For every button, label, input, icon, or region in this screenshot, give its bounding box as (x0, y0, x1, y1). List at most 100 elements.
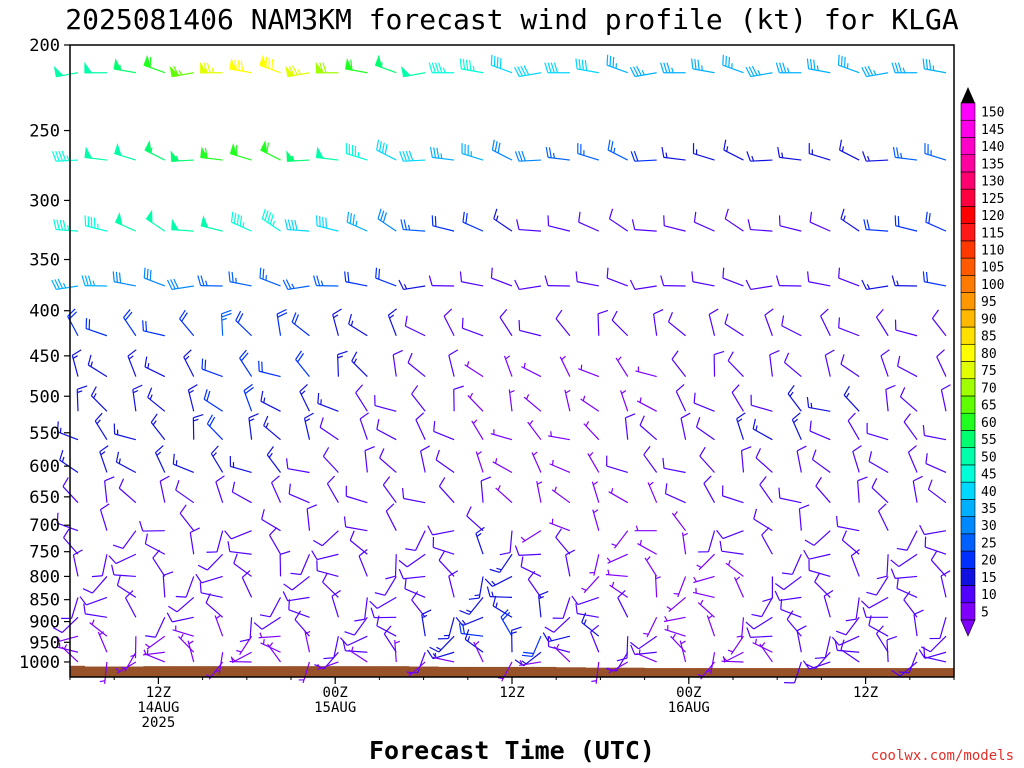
wind-barb (815, 476, 831, 504)
chart-title: 2025081406 NAM3KM forecast wind profile … (65, 3, 959, 36)
wind-barb (205, 593, 224, 618)
wind-barb (736, 617, 745, 640)
y-tick-label: 850 (29, 591, 60, 611)
wind-barb (555, 309, 571, 337)
wind-barb (809, 420, 831, 441)
wind-barb (839, 139, 860, 161)
wind-barb (263, 415, 281, 441)
wind-barb (253, 616, 281, 630)
wind-barb (432, 536, 455, 555)
wind-barb (781, 553, 802, 575)
terrain-segment (349, 666, 380, 677)
wind-barb (796, 625, 807, 653)
credit-text: coolwx.com/models (870, 748, 1014, 764)
wind-barb (591, 661, 600, 684)
wind-barb (809, 211, 831, 232)
wind-barb (344, 58, 368, 74)
terrain-segment (261, 666, 292, 677)
wind-barb (375, 267, 397, 287)
wind-barb (745, 279, 773, 291)
wind-barb (907, 445, 918, 473)
wind-barb (679, 640, 687, 663)
wind-barb (369, 596, 397, 609)
wind-barb (97, 631, 108, 653)
wind-barb (467, 392, 484, 412)
wind-barb (727, 635, 744, 655)
wind-barb (230, 211, 252, 232)
y-tick-label: 750 (29, 543, 60, 563)
wind-barb (724, 313, 744, 337)
y-tick-label: 900 (29, 613, 60, 633)
wind-barb (311, 550, 339, 561)
wind-barb (750, 394, 773, 412)
wind-barb (527, 570, 542, 598)
terrain-segment (850, 668, 881, 677)
wind-barb (775, 275, 802, 287)
wind-barb (670, 633, 687, 653)
wind-barb (143, 54, 166, 74)
terrain-segment (143, 666, 174, 677)
y-tick-label: 450 (29, 347, 60, 367)
wind-barb (544, 62, 570, 74)
terrain-segment (231, 666, 262, 677)
wind-barb (167, 596, 195, 613)
wind-barb (383, 625, 397, 653)
wind-barb (259, 597, 282, 618)
wind-barb (681, 532, 688, 555)
wind-barb (571, 595, 599, 606)
wind-barb (286, 150, 310, 162)
colorbar-swatch (960, 430, 976, 448)
wind-barb (885, 384, 896, 412)
wind-barb (863, 219, 889, 232)
wind-barb (53, 65, 79, 78)
colorbar-swatch (960, 499, 976, 517)
wind-barb (428, 62, 455, 74)
wind-barb (267, 642, 282, 663)
wind-barb (661, 146, 686, 161)
wind-barb (189, 527, 200, 555)
wind-barb (401, 65, 426, 78)
terrain-segment (703, 668, 734, 677)
wind-barb (695, 416, 715, 441)
wind-barb (838, 317, 860, 337)
colorbar-label: 5 (981, 605, 989, 620)
wind-barb (759, 476, 773, 504)
wind-barb (545, 146, 570, 161)
wind-barb (806, 397, 831, 412)
wind-barb (411, 385, 426, 412)
wind-barb (144, 140, 166, 161)
wind-barb (374, 576, 397, 596)
wind-barb (780, 598, 802, 618)
wind-barb (924, 143, 947, 161)
wind-barb (84, 61, 107, 74)
wind-barb (589, 554, 600, 576)
colorbar-swatch (960, 119, 976, 138)
wind-barb (435, 449, 455, 473)
wind-barb (783, 352, 802, 378)
colorbar-label: 50 (981, 450, 997, 465)
wind-barb (343, 516, 368, 532)
wind-barb (285, 458, 310, 474)
wind-barb (206, 530, 224, 553)
wind-barb (76, 385, 88, 412)
wind-barb (154, 445, 166, 473)
wind-barb (511, 626, 522, 653)
colorbar-swatch (960, 257, 976, 276)
wind-barb (214, 614, 224, 637)
wind-barb (538, 590, 549, 618)
wind-barb (464, 629, 484, 653)
wind-barb (87, 354, 108, 378)
wind-barb (667, 312, 686, 337)
wind-barb (706, 614, 716, 637)
x-tick-label: 12Z (499, 685, 524, 701)
wind-barb (703, 475, 716, 503)
wind-barb (112, 530, 137, 550)
colorbar-swatch (960, 206, 976, 224)
wind-barb (722, 54, 744, 74)
wind-barb (871, 478, 889, 504)
wind-barb (769, 350, 780, 377)
wind-barb (258, 632, 281, 639)
wind-barb (725, 560, 744, 577)
wind-barb (912, 475, 923, 503)
